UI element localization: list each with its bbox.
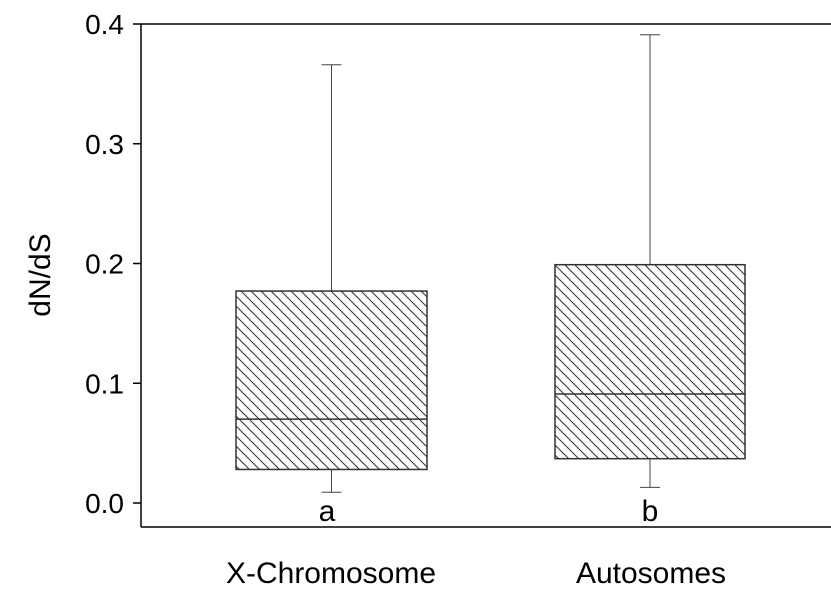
y-tick-label: 0.1	[85, 368, 124, 399]
box-rect	[554, 263, 746, 460]
y-tick-label: 0.0	[85, 488, 124, 519]
box-annotation: b	[642, 495, 659, 528]
axes	[140, 23, 831, 528]
box-annotation: a	[319, 495, 336, 528]
x-category-label: Autosomes	[576, 557, 726, 589]
x-axis-labels: X-Chromosome Autosomes	[226, 557, 726, 590]
y-axis-label: dN/dS	[24, 233, 57, 316]
y-tick-label: 0.4	[85, 9, 124, 40]
box-autosomes: b	[554, 34, 746, 528]
y-tick-label: 0.2	[85, 249, 124, 280]
y-axis-ticks: 0.0 0.1 0.2 0.3 0.4	[85, 9, 141, 519]
y-tick-label: 0.3	[85, 129, 124, 160]
x-category-label: X-Chromosome	[226, 557, 436, 589]
box-x-chromosome: a	[235, 64, 428, 528]
box-rect	[235, 290, 428, 471]
